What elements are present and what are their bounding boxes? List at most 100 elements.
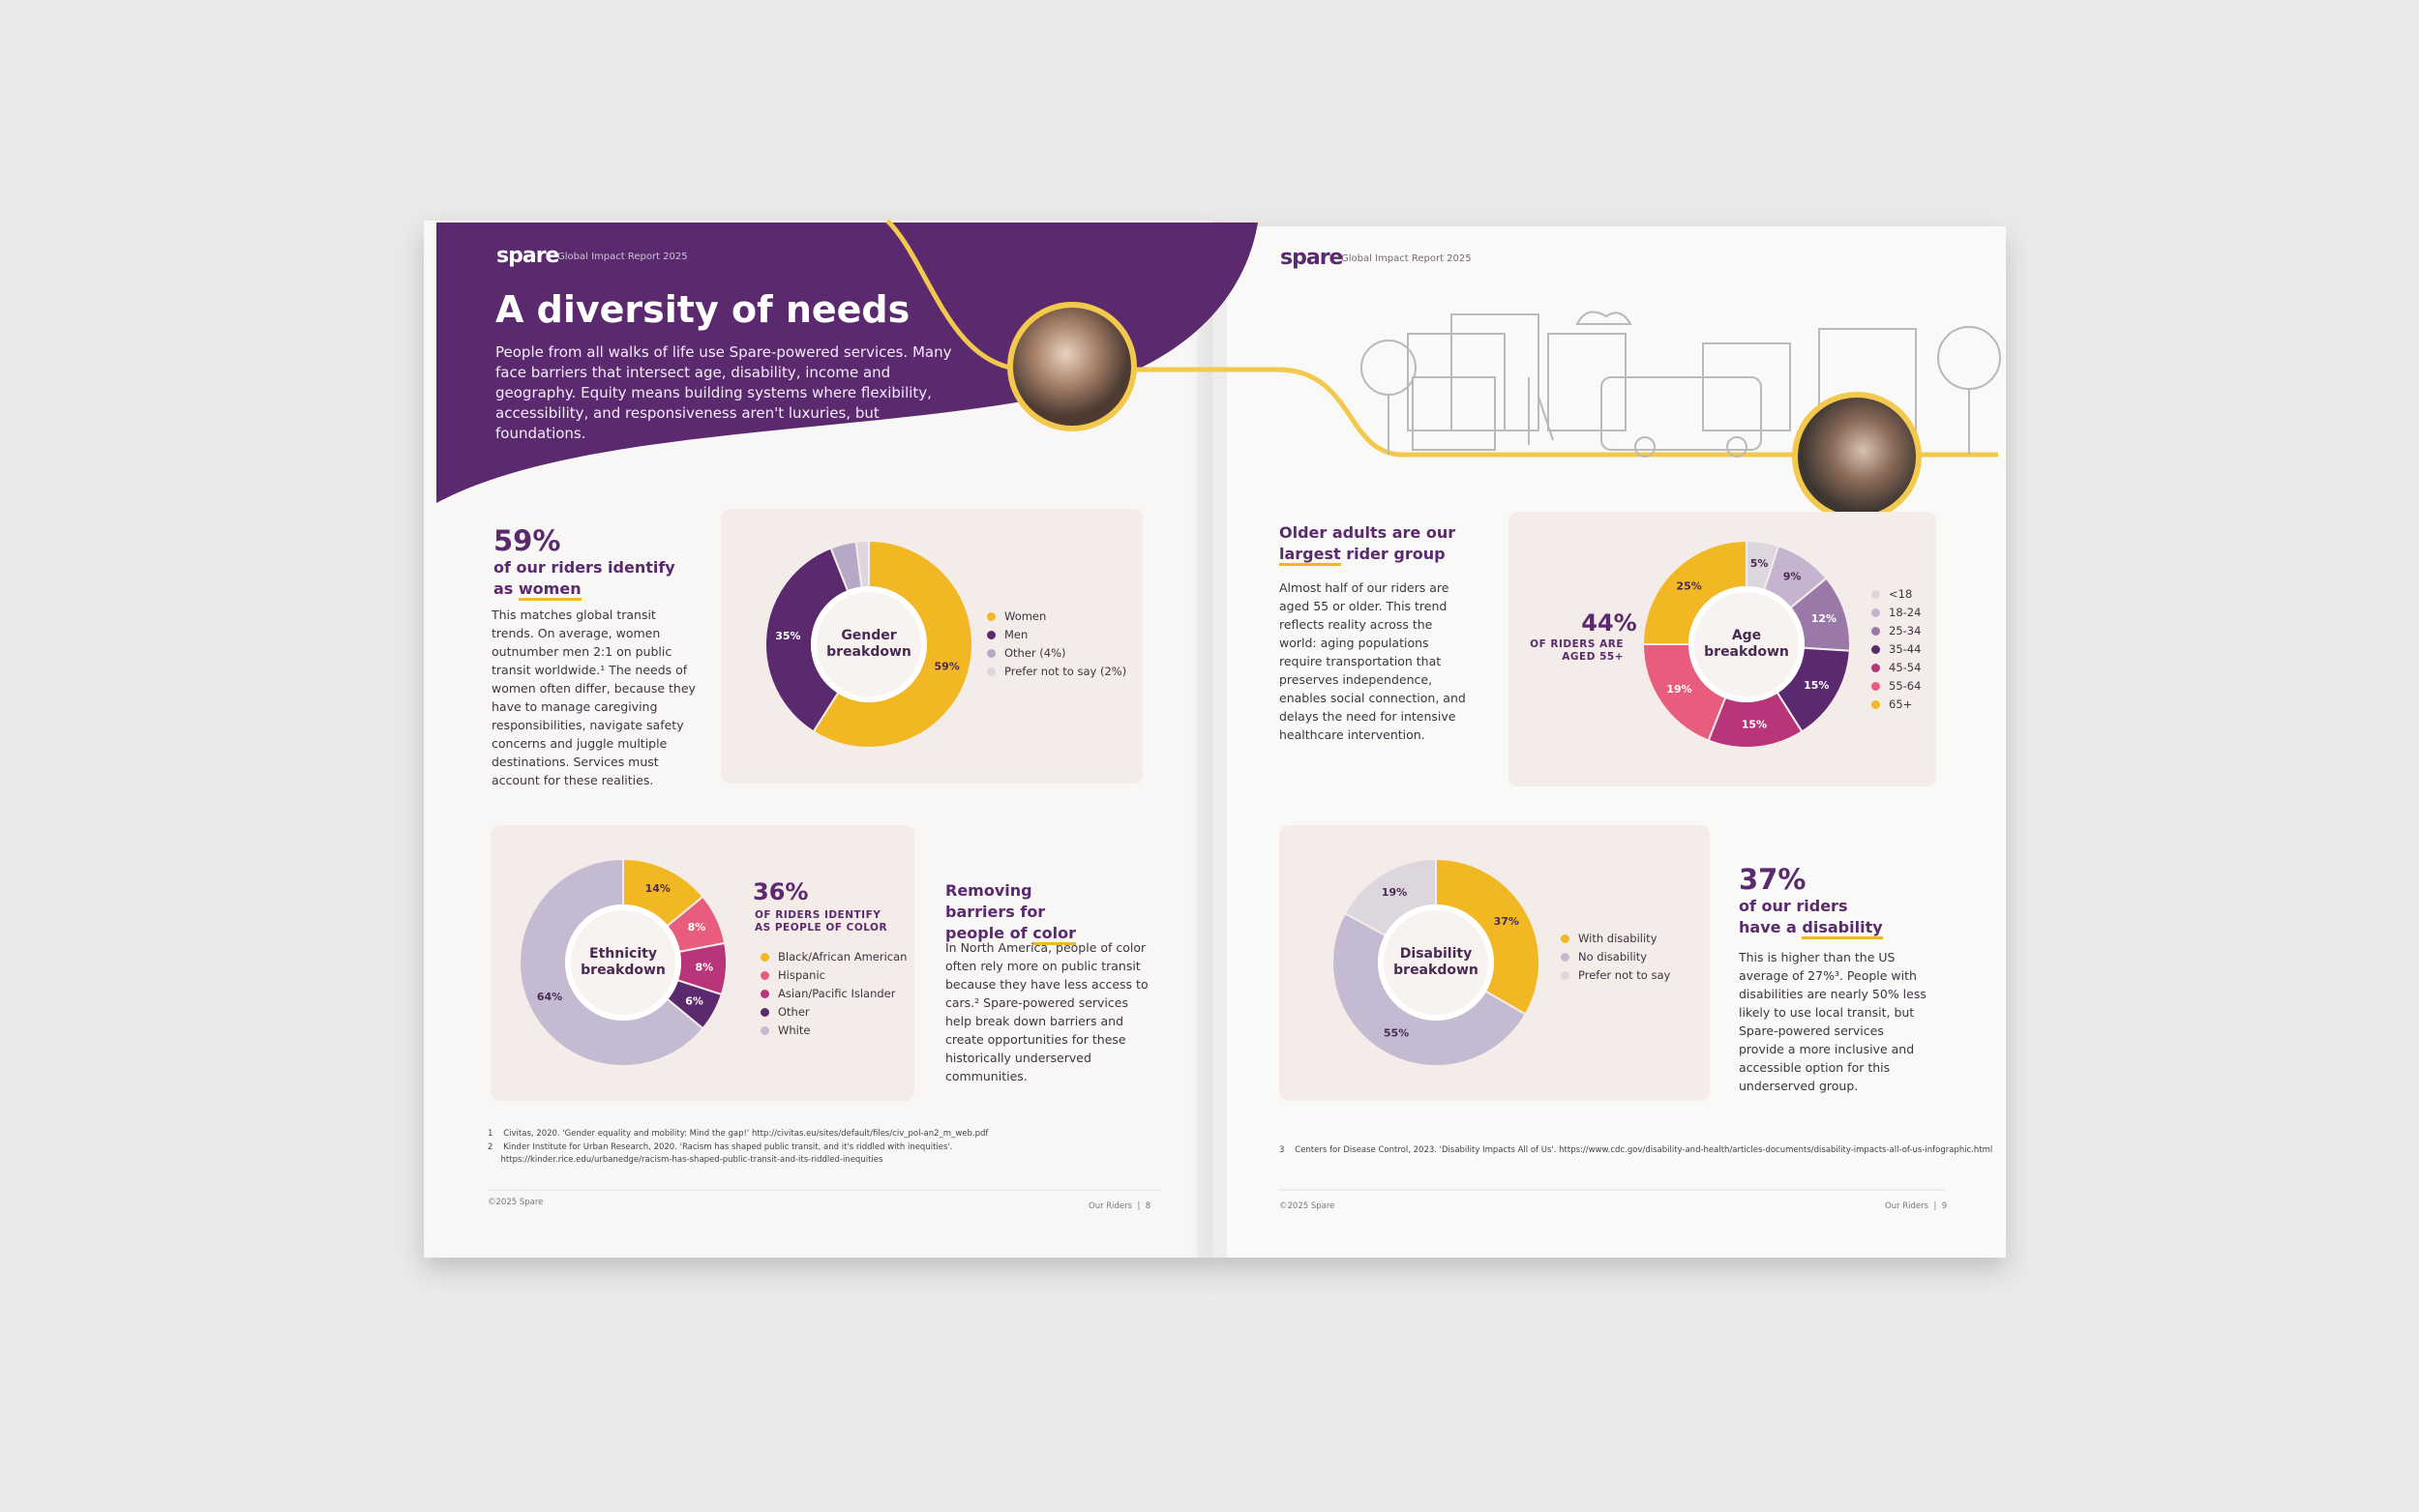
legend-label: Women	[1004, 609, 1047, 623]
legend-label: 25-34	[1889, 624, 1922, 637]
donut: 59% 35%	[764, 539, 973, 749]
slice-label: 64%	[537, 991, 562, 1003]
spine	[1198, 222, 1227, 1258]
legend-swatch	[1561, 970, 1569, 980]
legend-swatch	[1871, 663, 1880, 672]
stat-body: This is higher than the US average of 27…	[1739, 950, 1926, 1093]
callout-figure: 36%	[753, 878, 809, 905]
legend-label: 45-54	[1889, 661, 1922, 674]
legend-swatch	[987, 667, 996, 676]
page-number: 8	[1145, 1201, 1151, 1211]
legend-entry: 35-44	[1871, 642, 1921, 656]
legend-entry: Other	[761, 1005, 810, 1019]
legend-entry: Other (4%)	[987, 646, 1066, 660]
footer-section: Our Riders | 8	[1089, 1201, 1151, 1211]
heading-text: rider group	[1340, 545, 1446, 563]
report-name: Global Impact Report 2025	[557, 252, 688, 262]
slice-label: 6%	[685, 994, 703, 1007]
legend-swatch	[1561, 934, 1569, 943]
legend-label: No disability	[1578, 950, 1648, 964]
legend-entry: 55-64	[1871, 679, 1921, 693]
legend-label: 55-64	[1889, 679, 1922, 693]
slice-label: 35%	[775, 630, 800, 642]
heading-highlight: largest	[1279, 545, 1341, 566]
legend-swatch	[1871, 608, 1880, 617]
legend-entry: Hispanic	[761, 968, 825, 982]
footnote-text: Centers for Disease Control, 2023. 'Disa…	[1295, 1145, 1993, 1155]
donut-center-label: Disability breakdown	[1393, 946, 1478, 978]
section-name: Our Riders	[1885, 1201, 1929, 1211]
legend-label: Asian/Pacific Islander	[778, 987, 896, 1000]
legend-entry: Women	[987, 609, 1046, 623]
photo-women	[1007, 302, 1137, 431]
legend-entry: 65+	[1871, 697, 1912, 711]
footnote: 1 Civitas, 2020. 'Gender equality and mo…	[488, 1128, 1165, 1141]
legend-swatch	[1871, 644, 1880, 654]
legend-label: With disability	[1578, 932, 1657, 945]
stat-heading: of our riders identify as women	[493, 557, 687, 601]
footnote-text: Civitas, 2020. 'Gender equality and mobi…	[503, 1129, 989, 1139]
intro: People from all walks of life use Spare-…	[495, 343, 952, 442]
footnote: 3 Centers for Disease Control, 2023. 'Di…	[1279, 1144, 1995, 1157]
photo-seniors	[1792, 392, 1922, 521]
legend-swatch	[1871, 589, 1880, 599]
legend-label: Hispanic	[778, 968, 825, 982]
legend-swatch	[987, 648, 996, 658]
section-heading: Removing barriers for people of color	[945, 880, 1100, 945]
report-name: Global Impact Report 2025	[1341, 253, 1472, 264]
copyright: ©2025 Spare	[488, 1198, 544, 1207]
section-body: In North America, people of color often …	[945, 940, 1149, 1083]
city-illustration	[1360, 311, 2001, 458]
slice-label: 14%	[645, 882, 671, 895]
donut: 5% 9% 12% 15% 15% 19% 25%	[1641, 539, 1851, 749]
donut: 14% 8% 8% 6% 64%	[519, 857, 728, 1067]
slice-label: 12%	[1811, 612, 1837, 625]
slice-label: 55%	[1384, 1026, 1409, 1039]
section-name: Our Riders	[1089, 1201, 1133, 1211]
legend-entry: White	[761, 1023, 810, 1037]
footnote-text: Kinder Institute for Urban Research, 202…	[503, 1142, 953, 1152]
legend-swatch	[987, 611, 996, 621]
legend-entry: Asian/Pacific Islander	[761, 987, 896, 1000]
stat-figure: 59%	[493, 524, 561, 557]
legend-label: Men	[1004, 628, 1029, 641]
slice-label: 8%	[695, 961, 713, 973]
legend-label: 18-24	[1889, 606, 1922, 619]
footnote-number: 3	[1279, 1145, 1285, 1155]
legend-swatch	[1871, 699, 1880, 709]
heading-text: Older adults are our	[1279, 523, 1456, 542]
donut: 37% 55% 19%	[1331, 857, 1540, 1067]
legend-swatch	[761, 1007, 769, 1017]
heading-text: Removing barriers for people of	[945, 881, 1046, 942]
legend-entry: Black/African American	[761, 950, 907, 964]
slice-label: 25%	[1676, 580, 1701, 593]
slice-label: 15%	[1804, 679, 1829, 692]
slice-label: 19%	[1382, 886, 1407, 899]
page-title: A diversity of needs	[495, 288, 911, 331]
donut-center-label: Age breakdown	[1704, 628, 1789, 660]
copyright: ©2025 Spare	[1279, 1201, 1335, 1211]
heading-highlight: disability	[1802, 918, 1883, 939]
section-body: Almost half of our riders are aged 55 or…	[1279, 580, 1466, 742]
callout-figure: 44%	[1581, 609, 1637, 637]
heading-text: of our riders have a	[1739, 897, 1848, 936]
legend-entry: 25-34	[1871, 624, 1921, 637]
legend-entry: Prefer not to say	[1561, 968, 1670, 982]
legend-label: 65+	[1889, 697, 1913, 711]
footer-section: Our Riders | 9	[1885, 1201, 1948, 1211]
footnote-number: 1	[488, 1129, 493, 1139]
page-number: 9	[1941, 1201, 1948, 1211]
legend-label: 35-44	[1889, 642, 1922, 656]
donut-hole	[565, 904, 681, 1021]
legend-swatch	[761, 970, 769, 980]
donut-center-label: Gender breakdown	[826, 628, 911, 660]
legend-swatch	[1871, 681, 1880, 691]
legend-entry: 18-24	[1871, 606, 1921, 619]
slice-label: 15%	[1742, 719, 1767, 731]
callout-caption: OF RIDERS ARE AGED 55+	[1530, 638, 1624, 663]
donut-hole	[1688, 586, 1805, 702]
legend-entry: Men	[987, 628, 1028, 641]
slice-label: 19%	[1666, 683, 1691, 696]
stat-body: This matches global transit trends. On a…	[492, 608, 696, 787]
